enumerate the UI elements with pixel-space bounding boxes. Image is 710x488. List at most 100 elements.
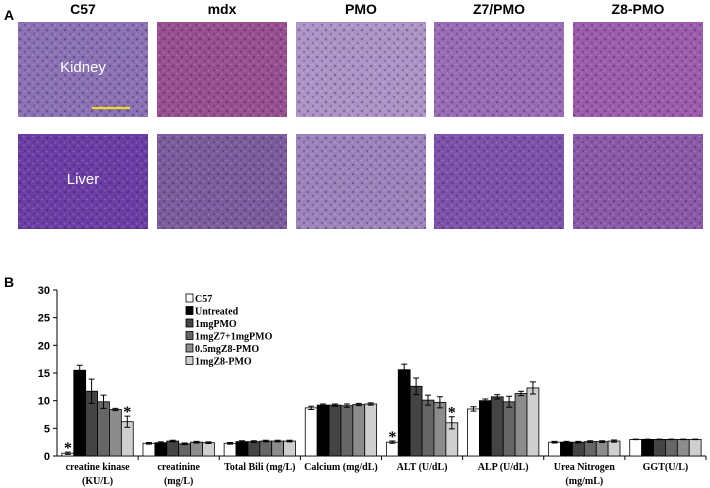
micrograph-texture	[18, 134, 148, 229]
significance-marker: *	[388, 429, 396, 446]
significance-marker: *	[448, 405, 456, 422]
micrograph-texture	[157, 134, 287, 229]
bar-chart: B 0 5 10 15 20 25 30 creatine kinase (KU/L) creati…	[4, 274, 707, 487]
legend-swatch	[185, 343, 194, 353]
legend-label: 0.5mgZ8-PMO	[195, 344, 259, 355]
error-bar	[668, 438, 675, 441]
error-bar	[331, 403, 338, 407]
y-tick-label: 0	[44, 451, 50, 463]
error-bar	[238, 440, 245, 443]
column-header: mdx	[208, 1, 237, 17]
bar	[409, 385, 423, 457]
error-bar	[656, 438, 663, 441]
error-bar	[692, 438, 699, 441]
micrograph-texture	[573, 134, 703, 229]
error-bar	[494, 394, 501, 400]
error-bar	[286, 439, 293, 443]
x-tick-label: Total Bili (mg/L)	[224, 462, 295, 473]
tissue-label: Liver	[67, 171, 100, 188]
y-tick-label: 5	[44, 423, 50, 435]
bar	[478, 400, 492, 457]
bar	[526, 387, 540, 457]
bar	[352, 404, 366, 457]
error-bar	[64, 451, 71, 455]
bar	[572, 441, 585, 457]
error-bar	[389, 440, 396, 444]
micrograph-texture	[157, 22, 287, 117]
x-tick-label: ALP (U/dL)	[478, 462, 529, 473]
legend-label: Untreated	[195, 307, 239, 318]
bar	[364, 403, 378, 457]
bar	[202, 442, 215, 457]
error-bar	[470, 406, 477, 412]
tissue-label: Kidney	[60, 59, 106, 76]
bar	[514, 393, 528, 457]
error-bar	[587, 440, 594, 443]
legend-label: 1mgPMO	[195, 319, 237, 330]
bar	[583, 441, 597, 457]
error-bar	[448, 416, 455, 430]
error-bar	[529, 381, 536, 395]
x-tick-label: GGT(U/L)	[643, 462, 689, 473]
bar	[259, 440, 273, 457]
micrograph-texture	[18, 22, 148, 117]
error-bar	[563, 440, 570, 444]
bar	[676, 438, 690, 457]
bar	[235, 441, 249, 457]
error-bar	[575, 440, 582, 444]
error-bar	[632, 438, 639, 441]
column-header: PMO	[345, 1, 377, 17]
bar	[502, 401, 516, 457]
error-bar	[124, 415, 131, 428]
y-tick-label: 25	[38, 313, 50, 325]
error-bar	[157, 441, 164, 445]
x-tick-label: creatinine (mg/L)	[157, 462, 200, 487]
error-bar	[680, 438, 687, 441]
panel-label: B	[4, 274, 14, 290]
y-tick-label: 20	[38, 340, 50, 352]
error-bar	[169, 439, 176, 443]
bar	[247, 441, 261, 457]
bar	[328, 404, 342, 457]
error-bar	[343, 403, 350, 408]
bar	[271, 440, 285, 457]
legend-label: 1mgZ7+1mgPMO	[195, 332, 273, 343]
bar	[97, 401, 110, 457]
significance-marker: *	[123, 404, 131, 421]
error-bar	[88, 378, 95, 404]
bar	[688, 438, 702, 457]
error-bar	[308, 405, 315, 411]
micrograph-texture	[434, 134, 564, 229]
error-bar	[274, 439, 281, 443]
error-bar	[611, 439, 618, 443]
error-bar	[551, 440, 558, 444]
bar	[283, 440, 296, 457]
micrograph-texture	[296, 22, 426, 117]
micrograph-texture	[434, 22, 564, 117]
legend-swatch	[185, 318, 194, 328]
error-bar	[181, 442, 188, 446]
micrograph-texture	[573, 22, 703, 117]
column-header: Z7/PMO	[473, 1, 525, 17]
bar	[223, 442, 237, 457]
error-bar	[193, 440, 200, 444]
bar	[665, 438, 678, 457]
bar	[142, 442, 156, 457]
error-bar	[599, 440, 606, 443]
legend-swatch	[185, 356, 194, 365]
bar	[397, 369, 411, 457]
bar	[421, 399, 435, 457]
error-bar	[100, 394, 107, 409]
bar	[190, 441, 203, 457]
error-bar	[518, 390, 525, 397]
error-bar	[320, 403, 327, 407]
significance-marker: *	[64, 440, 72, 457]
error-bar	[401, 363, 408, 376]
y-tick-label: 30	[38, 285, 50, 297]
error-bar	[425, 394, 432, 406]
bar	[73, 369, 87, 457]
error-bar	[482, 398, 489, 403]
legend-swatch	[185, 306, 194, 315]
bar	[166, 440, 180, 457]
